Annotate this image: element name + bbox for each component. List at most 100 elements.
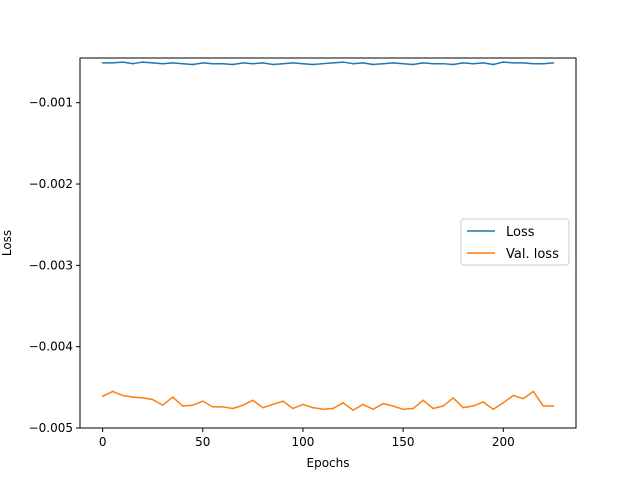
data-point-val-loss — [222, 406, 224, 408]
data-point-val-loss — [382, 402, 384, 405]
x-tick-label: 100 — [292, 435, 315, 449]
data-point-loss — [181, 62, 184, 65]
data-point-loss — [432, 62, 434, 65]
data-point-val-loss — [212, 406, 214, 408]
data-point-val-loss — [141, 397, 144, 399]
y-axis-label: Loss — [0, 230, 14, 256]
data-point-val-loss — [121, 394, 124, 397]
legend-label-val-loss: Val. loss — [506, 247, 559, 262]
data-point-loss — [422, 62, 424, 64]
x-axis: 0 50 100 150 200 — [99, 428, 515, 449]
data-point-val-loss — [101, 395, 104, 398]
y-tick-label: −0.005 — [29, 421, 73, 435]
data-point-val-loss — [402, 408, 404, 411]
y-tick-label: −0.003 — [29, 258, 73, 272]
y-tick-label: −0.004 — [29, 340, 73, 354]
data-point-val-loss — [392, 405, 394, 407]
data-point-val-loss — [292, 407, 294, 410]
x-axis-label: Epochs — [307, 456, 350, 470]
data-point-loss — [171, 62, 174, 64]
data-point-val-loss — [302, 403, 304, 406]
data-point-loss — [332, 62, 334, 64]
x-tick-label: 150 — [392, 435, 415, 449]
y-tick-label: −0.002 — [29, 177, 73, 191]
data-point-loss — [402, 62, 404, 65]
data-point-loss — [312, 63, 314, 66]
data-point-loss — [472, 62, 475, 65]
data-point-val-loss — [472, 405, 475, 407]
data-point-loss — [512, 62, 515, 64]
data-point-val-loss — [482, 401, 485, 403]
data-point-val-loss — [552, 405, 555, 407]
legend: Loss Val. loss — [460, 218, 570, 266]
data-point-loss — [232, 63, 234, 66]
data-point-loss — [532, 62, 535, 65]
y-axis: −0.005 −0.004 −0.003 −0.002 −0.001 — [29, 96, 80, 435]
data-point-val-loss — [332, 407, 334, 410]
data-point-loss — [272, 63, 274, 66]
data-point-val-loss — [232, 407, 234, 410]
data-point-loss — [302, 62, 304, 65]
data-point-val-loss — [272, 403, 274, 406]
data-point-val-loss — [191, 404, 194, 407]
data-point-loss — [482, 62, 485, 64]
data-point-loss — [522, 62, 525, 64]
data-point-val-loss — [512, 394, 515, 397]
data-point-val-loss — [342, 401, 344, 404]
data-point-loss — [212, 62, 214, 65]
data-point-val-loss — [412, 407, 414, 410]
data-point-loss — [252, 62, 254, 65]
data-point-val-loss — [452, 397, 455, 399]
data-point-val-loss — [322, 408, 324, 411]
data-point-loss — [342, 61, 344, 63]
data-point-val-loss — [252, 399, 254, 402]
data-point-loss — [131, 62, 134, 65]
legend-label-loss: Loss — [506, 225, 535, 240]
data-point-loss — [372, 63, 374, 66]
series-line-val-loss — [102, 390, 554, 411]
data-point-loss — [222, 62, 224, 65]
data-point-loss — [242, 62, 244, 64]
data-point-val-loss — [111, 390, 114, 393]
data-point-loss — [161, 62, 164, 65]
data-point-loss — [202, 62, 204, 64]
data-point-loss — [542, 62, 545, 65]
data-point-loss — [262, 62, 264, 64]
series-line-loss — [102, 61, 554, 66]
data-point-loss — [552, 62, 555, 64]
data-point-val-loss — [242, 404, 244, 407]
data-point-loss — [412, 63, 414, 66]
data-point-loss — [382, 62, 384, 65]
series-layer — [101, 61, 555, 411]
data-point-loss — [352, 62, 354, 65]
data-point-val-loss — [171, 396, 174, 398]
data-point-val-loss — [262, 406, 264, 409]
data-point-loss — [101, 62, 104, 64]
data-point-loss — [111, 62, 114, 64]
data-point-val-loss — [181, 405, 184, 407]
data-point-val-loss — [462, 406, 465, 409]
data-point-val-loss — [532, 390, 535, 393]
data-point-val-loss — [282, 400, 284, 402]
data-point-loss — [442, 62, 444, 65]
data-point-loss — [362, 62, 364, 64]
data-point-val-loss — [522, 397, 525, 400]
data-point-val-loss — [202, 400, 204, 402]
data-point-val-loss — [161, 404, 164, 407]
data-point-val-loss — [352, 409, 354, 411]
data-point-loss — [292, 62, 294, 64]
data-point-val-loss — [312, 406, 314, 409]
data-point-loss — [502, 61, 505, 63]
data-point-val-loss — [502, 401, 505, 404]
data-point-loss — [282, 62, 284, 65]
data-point-loss — [492, 63, 495, 66]
data-point-val-loss — [542, 405, 545, 407]
data-point-val-loss — [131, 396, 134, 398]
x-tick-label: 0 — [99, 435, 107, 449]
data-point-loss — [121, 61, 124, 63]
data-point-val-loss — [442, 405, 444, 407]
x-tick-label: 200 — [492, 435, 515, 449]
data-point-loss — [462, 62, 465, 64]
data-point-val-loss — [362, 403, 364, 406]
